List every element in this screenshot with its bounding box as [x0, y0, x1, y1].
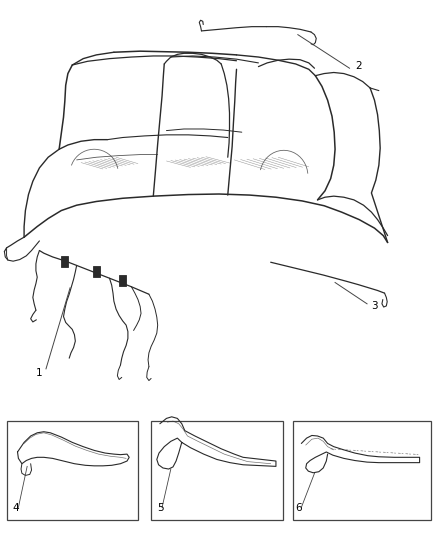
Text: 6: 6	[296, 503, 302, 513]
Text: 1: 1	[36, 368, 43, 378]
Bar	[93, 266, 100, 277]
Text: 4: 4	[12, 503, 19, 513]
Text: 3: 3	[371, 301, 378, 311]
Bar	[7, 421, 138, 520]
Bar	[61, 256, 68, 266]
Text: 5: 5	[157, 503, 163, 513]
Text: 2: 2	[355, 61, 361, 71]
Bar	[293, 421, 431, 520]
Bar	[151, 421, 283, 520]
Bar	[119, 275, 126, 286]
